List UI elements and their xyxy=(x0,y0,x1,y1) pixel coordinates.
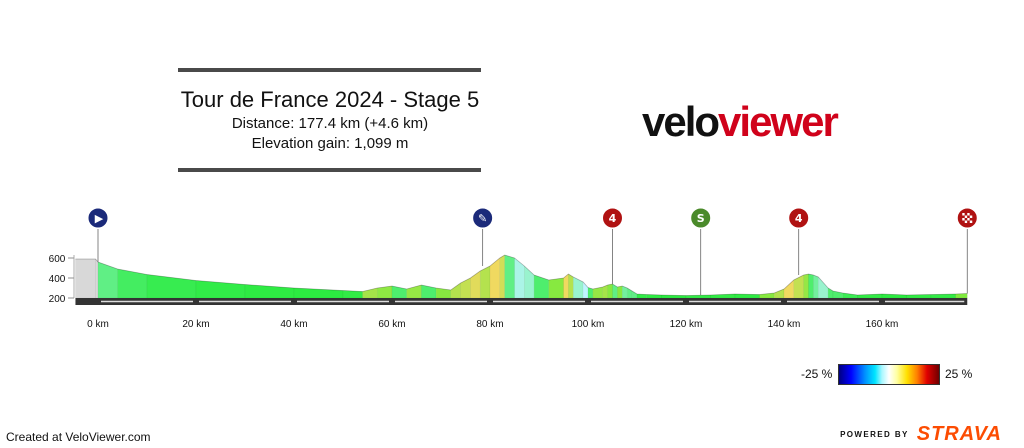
feed-marker-icon xyxy=(472,207,494,229)
checker-cell xyxy=(964,213,968,216)
profile-segment xyxy=(548,277,564,299)
powered-by-text: POWERED BY xyxy=(840,429,909,439)
x-tick-label: 20 km xyxy=(182,319,209,330)
strava-badge[interactable]: POWERED BY STRAVA xyxy=(840,423,1002,445)
start-marker-symbol: ▶ xyxy=(95,212,104,225)
y-tick-label: 400 xyxy=(49,274,66,285)
title-rule-bottom xyxy=(178,168,481,172)
x-tick-label: 160 km xyxy=(866,319,899,330)
profile-segment xyxy=(499,254,505,299)
profile-segment xyxy=(803,273,809,299)
gradient-legend-bar xyxy=(838,364,940,385)
legend-min-label: -25 % xyxy=(801,367,833,381)
distance-text: Distance: 177.4 km (+4.6 km) xyxy=(231,115,429,132)
profile-segment xyxy=(504,254,515,299)
checker-cell xyxy=(964,218,968,221)
profile-markers: ▶ ✎ 4 S 4 xyxy=(87,207,978,295)
sprint-marker-icon xyxy=(690,207,712,229)
elevation-profile-chart: 200 400 600 0 km 20 km 40 km 60 km 80 km 100 km… xyxy=(49,207,978,330)
checker-cell xyxy=(962,213,965,216)
checker-cell xyxy=(969,215,973,218)
logo-viewer: viewer xyxy=(718,98,838,145)
profile-segment xyxy=(773,288,785,299)
climb-marker-icon xyxy=(602,207,623,229)
profile-segment xyxy=(813,274,819,299)
profile-segment xyxy=(783,279,795,299)
profile-segment xyxy=(95,258,99,299)
page-title: Tour de France 2024 - Stage 5 xyxy=(180,87,480,112)
profile-segment xyxy=(617,285,623,299)
profile-segment xyxy=(97,261,118,299)
feed-marker-symbol: ✎ xyxy=(478,212,487,225)
y-axis: 200 400 600 xyxy=(49,254,75,305)
checker-cell xyxy=(967,218,970,221)
climb-marker-symbol: 4 xyxy=(795,212,803,225)
created-at-link[interactable]: Created at VeloViewer.com xyxy=(6,430,151,444)
logo-velo: velo xyxy=(642,98,719,145)
start-marker-icon xyxy=(87,207,109,229)
profile-segment xyxy=(533,274,550,299)
profile-segment xyxy=(568,273,574,299)
checkered-flag-icon xyxy=(962,213,973,223)
checker-cell xyxy=(967,215,970,218)
road-bar xyxy=(75,298,968,305)
x-tick-label: 0 km xyxy=(87,319,109,330)
sprint-marker-symbol: S xyxy=(697,212,705,225)
elevation-gain-text: Elevation gain: 1,099 m xyxy=(251,135,409,152)
profile-segment xyxy=(489,257,501,299)
profile-segment xyxy=(450,282,461,299)
legend-max-label: 25 % xyxy=(945,367,973,381)
checker-cell xyxy=(964,220,968,223)
x-tick-label: 100 km xyxy=(572,319,605,330)
checker-cell xyxy=(969,220,973,223)
profile-segment xyxy=(75,258,96,299)
profile-segment xyxy=(470,270,481,299)
climb-marker-icon xyxy=(788,207,810,229)
x-axis: 0 km 20 km 40 km 60 km 80 km 100 km 120 km 140 … xyxy=(87,319,898,330)
profile-segment xyxy=(808,273,814,299)
profile-segment xyxy=(479,265,491,299)
checker-cell xyxy=(967,220,970,223)
checker-cell xyxy=(969,218,973,221)
x-tick-label: 140 km xyxy=(768,319,801,330)
profile-segment xyxy=(818,276,829,299)
strava-logo: STRAVA xyxy=(916,422,1002,445)
title-rule-top xyxy=(178,68,481,72)
checker-cell xyxy=(962,215,965,218)
climb-marker-symbol: 4 xyxy=(609,212,617,225)
profile-segment xyxy=(146,274,197,299)
profile-segment xyxy=(421,284,437,299)
profile-outline xyxy=(75,254,968,296)
profile-segment xyxy=(514,257,525,299)
x-tick-label: 120 km xyxy=(670,319,703,330)
profile-segment xyxy=(573,276,584,299)
veloviewer-logo: veloviewer xyxy=(642,98,840,145)
y-tick-label: 200 xyxy=(49,294,66,305)
profile-segment xyxy=(607,283,613,299)
profile-segment xyxy=(793,274,804,299)
x-tick-label: 60 km xyxy=(378,319,405,330)
checker-cell xyxy=(964,215,968,218)
x-tick-label: 80 km xyxy=(476,319,503,330)
y-tick-label: 600 xyxy=(49,254,66,265)
checker-cell xyxy=(969,213,973,216)
checker-cell xyxy=(967,213,970,216)
checker-cell xyxy=(962,220,965,223)
profile-segment xyxy=(195,280,246,299)
checker-cell xyxy=(962,218,965,221)
profile-segments xyxy=(75,254,968,299)
profile-line xyxy=(75,254,968,296)
profile-segment xyxy=(460,277,471,299)
svg-text:veloviewer: veloviewer xyxy=(642,98,838,145)
x-tick-label: 40 km xyxy=(280,319,307,330)
